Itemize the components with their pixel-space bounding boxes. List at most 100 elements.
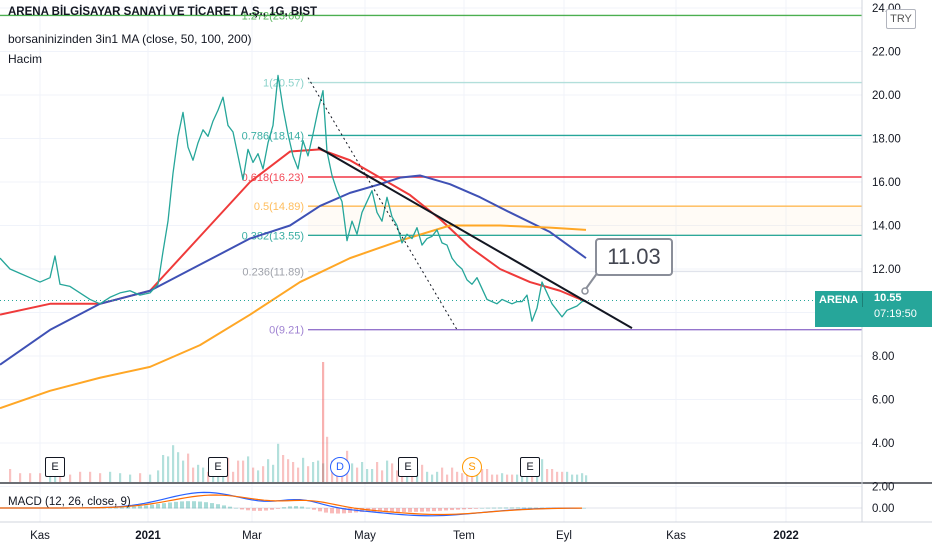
event-marker-e[interactable]: E — [45, 457, 65, 477]
macd-histogram-bar — [168, 502, 172, 509]
macd-legend[interactable]: MACD (12, 26, close, 9) — [8, 496, 131, 508]
macd-histogram-bar — [198, 501, 202, 509]
volume-bar — [139, 473, 142, 482]
macd-histogram-bar — [108, 507, 112, 509]
volume-bar — [361, 462, 364, 482]
volume-bars — [9, 362, 588, 482]
macd-histogram-bar — [312, 508, 316, 510]
price-tag-countdown: 07:19:50 — [874, 308, 917, 320]
macd-histogram-bar — [324, 508, 328, 513]
volume-bar — [192, 467, 195, 482]
macd-histogram-bar — [132, 506, 136, 509]
macd-histogram-bar — [360, 508, 364, 513]
volume-bar — [441, 467, 444, 482]
macd-histogram-bar — [126, 506, 130, 509]
macd-histogram-bar — [468, 508, 472, 510]
macd-histogram-bar — [384, 508, 388, 512]
volume-legend[interactable]: Hacim — [8, 52, 43, 66]
fib-level-label: 0.382(13.55) — [242, 230, 304, 242]
volume-bar — [471, 473, 474, 482]
price-tick-label: 20.00 — [872, 90, 901, 102]
macd-histogram-bar — [402, 508, 406, 512]
macd-histogram-bar — [180, 501, 184, 509]
volume-bar — [581, 473, 584, 482]
volume-bar — [566, 471, 569, 482]
macd-histogram-bar — [486, 507, 490, 509]
macd-histogram-bar — [414, 508, 418, 512]
fib-retracement: 1.272(23.66) 1(20.57) 0.786(18.14) 0.618(16… — [0, 10, 862, 337]
event-marker-e[interactable]: E — [208, 457, 228, 477]
volume-bar — [49, 473, 52, 482]
macd-histogram-bar — [450, 508, 454, 511]
volume-bar — [252, 467, 255, 482]
macd-histogram-bar — [174, 501, 178, 509]
volume-bar — [516, 474, 519, 482]
volume-bar — [486, 469, 489, 482]
volume-bar — [371, 469, 374, 482]
price-callout[interactable]: 11.03 — [595, 238, 673, 276]
macd-histogram-bar — [504, 507, 508, 509]
price-tick-label: 14.00 — [872, 221, 901, 233]
macd-histogram-bar — [162, 503, 166, 509]
volume-bar — [267, 459, 270, 482]
volume-bar — [257, 470, 260, 482]
event-marker-s[interactable]: S — [462, 457, 482, 477]
volume-bar — [351, 463, 354, 482]
macd-histogram-bar — [438, 508, 442, 511]
price-tag-divider — [862, 293, 863, 307]
currency-button[interactable]: TRY — [886, 9, 916, 29]
ma-line-3 — [0, 224, 587, 410]
indicator-legend[interactable]: borsaninizinden 3in1 MA (close, 50, 100,… — [8, 32, 252, 46]
price-tick-label: 16.00 — [872, 177, 901, 189]
time-tick-label: Kas — [30, 530, 50, 542]
volume-bar — [119, 473, 122, 482]
macd-histogram-bar — [474, 508, 478, 509]
macd-histogram-bar — [270, 508, 274, 510]
volume-bar — [162, 455, 165, 482]
macd-histogram-bar — [306, 507, 310, 509]
volume-bar — [326, 436, 329, 482]
volume-bar — [431, 474, 434, 482]
moving-averages — [0, 148, 587, 410]
macd-histogram-bar — [444, 508, 448, 511]
event-marker-e[interactable]: E — [520, 457, 540, 477]
macd-histogram-bar — [222, 505, 226, 509]
time-tick-label: Tem — [453, 530, 475, 542]
volume-bar — [69, 474, 72, 482]
macd-histogram-bar — [522, 507, 526, 509]
volume-bar — [197, 464, 200, 482]
macd-histogram-bar — [378, 508, 382, 512]
volume-bar — [317, 460, 320, 482]
volume-bar — [182, 460, 185, 482]
macd-histogram-bar — [480, 507, 484, 509]
macd-histogram-bar — [348, 508, 352, 513]
macd-signal-line — [0, 494, 583, 516]
macd-histogram-bar — [150, 504, 154, 509]
volume-bar — [19, 473, 22, 482]
macd-histogram-bar — [210, 503, 214, 509]
macd-histogram-bar — [234, 507, 238, 509]
volume-bar — [262, 466, 265, 482]
macd-histogram-bar — [282, 507, 286, 509]
volume-bar — [366, 469, 369, 482]
volume-bar — [426, 471, 429, 482]
macd-histogram-bar — [426, 508, 430, 512]
time-tick-label: Mar — [242, 530, 262, 542]
macd-histogram-bar — [510, 507, 514, 509]
macd-histogram-bar — [492, 507, 496, 509]
time-tick-label: Kas — [666, 530, 686, 542]
event-marker-e[interactable]: E — [398, 457, 418, 477]
volume-bar — [356, 467, 359, 482]
volume-bar — [202, 467, 205, 482]
volume-bar — [396, 470, 399, 482]
volume-bar — [149, 474, 152, 482]
volume-bar — [9, 469, 12, 482]
volume-bar — [297, 467, 300, 482]
event-marker-d[interactable]: D — [330, 457, 350, 477]
volume-bar — [89, 471, 92, 482]
macd-histogram-bar — [264, 508, 268, 511]
volume-bar — [491, 474, 494, 482]
macd-histogram-bar — [186, 501, 190, 509]
volume-bar — [376, 462, 379, 482]
